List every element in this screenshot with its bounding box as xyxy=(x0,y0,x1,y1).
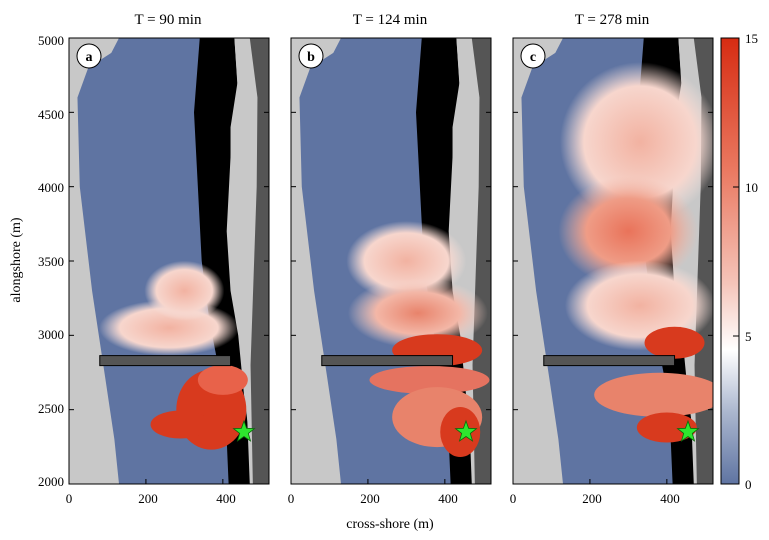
dye-plume xyxy=(636,412,697,443)
y-tick-4000: 4000 xyxy=(38,180,64,195)
dye-plume xyxy=(197,364,248,395)
colorbar-tick-5: 5 xyxy=(745,329,752,344)
panel-letter: a xyxy=(86,50,93,65)
x-tick-a-0: 0 xyxy=(66,491,73,506)
panel-b-title: T = 124 min xyxy=(353,12,428,28)
panel-letter: b xyxy=(307,50,315,65)
y-tick-5000: 5000 xyxy=(38,33,64,48)
y-ticks: 2000 2500 3000 3500 4000 4500 5000 xyxy=(38,33,64,489)
star-icon xyxy=(676,419,700,442)
panel-c-title: T = 278 min xyxy=(575,12,650,28)
panel-c: c xyxy=(512,37,714,485)
y-tick-3500: 3500 xyxy=(38,254,64,269)
x-ticks: 0 200 400 0 200 400 0 200 400 xyxy=(66,491,680,506)
pier xyxy=(99,355,232,367)
dye-plume xyxy=(644,326,705,359)
y-axis-label: alongshore (m) xyxy=(9,217,24,302)
x-tick-a-200: 200 xyxy=(138,491,158,506)
x-tick-c-400: 400 xyxy=(660,491,680,506)
y-tick-3000: 3000 xyxy=(38,327,64,342)
colorbar-tick-15: 15 xyxy=(745,31,758,46)
panel-letter-badge xyxy=(520,43,546,69)
y-tick-4500: 4500 xyxy=(38,107,64,122)
dry-land xyxy=(249,38,269,484)
panel-b: b xyxy=(290,37,492,485)
x-tick-b-200: 200 xyxy=(360,491,380,506)
dye-plume xyxy=(347,278,488,349)
dye-plume xyxy=(558,176,699,287)
pier xyxy=(543,355,676,367)
pier xyxy=(321,355,454,367)
star-icon xyxy=(232,419,256,442)
x-axis-label: cross-shore (m) xyxy=(346,517,434,532)
panel-a-title: T = 90 min xyxy=(135,12,202,28)
x-tick-c-200: 200 xyxy=(582,491,602,506)
colorbar-tick-0: 0 xyxy=(745,477,752,492)
dye-plume xyxy=(594,372,713,417)
colorbar-tick-10: 10 xyxy=(745,180,758,195)
y-tick-2000: 2000 xyxy=(38,474,64,489)
x-tick-a-400: 400 xyxy=(216,491,236,506)
panel-letter: c xyxy=(530,50,536,65)
panel-letter-badge xyxy=(76,43,102,69)
colorbar-gradient xyxy=(720,37,740,485)
x-tick-b-400: 400 xyxy=(438,491,458,506)
y-tick-2500: 2500 xyxy=(38,401,64,416)
panel-letter-badge xyxy=(298,43,324,69)
beach-strip xyxy=(230,38,254,484)
star-icon xyxy=(454,419,478,442)
panel-a: a xyxy=(68,37,270,485)
dye-plume xyxy=(369,365,490,394)
x-tick-c-0: 0 xyxy=(510,491,517,506)
dye-plume xyxy=(150,410,211,439)
x-tick-b-0: 0 xyxy=(288,491,295,506)
dye-plume xyxy=(144,260,225,321)
colorbar: 15 10 5 0 xyxy=(720,31,758,492)
